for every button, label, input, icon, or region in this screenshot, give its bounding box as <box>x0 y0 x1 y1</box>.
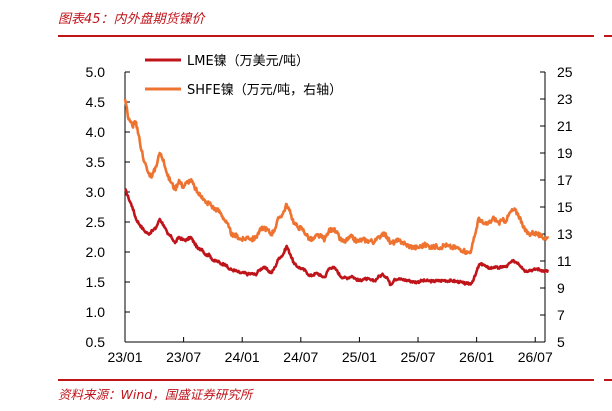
y-tick-label-left: 2.5 <box>86 214 106 230</box>
series-line-lme <box>124 188 550 287</box>
y-tick-label-left: 1.0 <box>86 304 106 320</box>
bottom-divider-tail <box>604 379 612 381</box>
y-tick-label-right: 7 <box>557 307 565 323</box>
y-tick-label-right: 9 <box>557 280 565 296</box>
y-tick-label-left: 4.0 <box>86 124 106 140</box>
x-tick-label: 23/07 <box>166 349 201 365</box>
legend-label: LME镍（万美元/吨） <box>187 54 309 69</box>
legend-label: SHFE镍（万元/吨，右轴） <box>187 83 342 98</box>
y-tick-label-left: 4.5 <box>86 94 106 110</box>
figure-title: 图表45：内外盘期货镍价 <box>58 12 205 27</box>
y-tick-label-right: 13 <box>557 226 573 242</box>
source-note: 资料来源：Wind，国盛证券研究所 <box>58 387 253 402</box>
top-divider <box>58 35 594 37</box>
y-tick-label-right: 5 <box>557 334 565 350</box>
y-tick-label-right: 23 <box>557 91 573 107</box>
chart-legend: LME镍（万美元/吨） SHFE镍（万元/吨，右轴） <box>145 54 342 98</box>
x-tick-label: 25/07 <box>400 349 435 365</box>
x-tick-label: 26/07 <box>518 349 553 365</box>
x-tick-label: 24/07 <box>283 349 318 365</box>
y-tick-label-left: 3.5 <box>86 154 106 170</box>
y-tick-label-left: 3.0 <box>86 184 106 200</box>
y-tick-label-right: 19 <box>557 145 573 161</box>
y-tick-label-left: 2.0 <box>86 244 106 260</box>
x-tick-label: 26/01 <box>459 349 494 365</box>
y-tick-label-left: 1.5 <box>86 274 106 290</box>
chart-series <box>123 98 550 287</box>
x-tick-label: 25/01 <box>342 349 377 365</box>
y-tick-label-right: 25 <box>557 64 573 80</box>
x-tick-label: 24/01 <box>225 349 260 365</box>
y-tick-label-right: 15 <box>557 199 573 215</box>
chart-axes: 5.0 4.5 4.0 3.5 3.0 2.5 2.0 1.5 1.0 0.5 25 23 21 19 17… <box>86 64 573 365</box>
y-tick-label-right: 21 <box>557 118 573 134</box>
y-tick-label-left: 0.5 <box>86 334 106 350</box>
top-divider-tail <box>604 35 612 37</box>
series-line-shfe <box>123 98 550 255</box>
x-tick-label: 23/01 <box>107 349 142 365</box>
y-tick-label-right: 17 <box>557 172 573 188</box>
bottom-divider <box>58 379 594 381</box>
y-tick-label-right: 11 <box>557 253 572 269</box>
y-tick-label-left: 5.0 <box>86 64 106 80</box>
